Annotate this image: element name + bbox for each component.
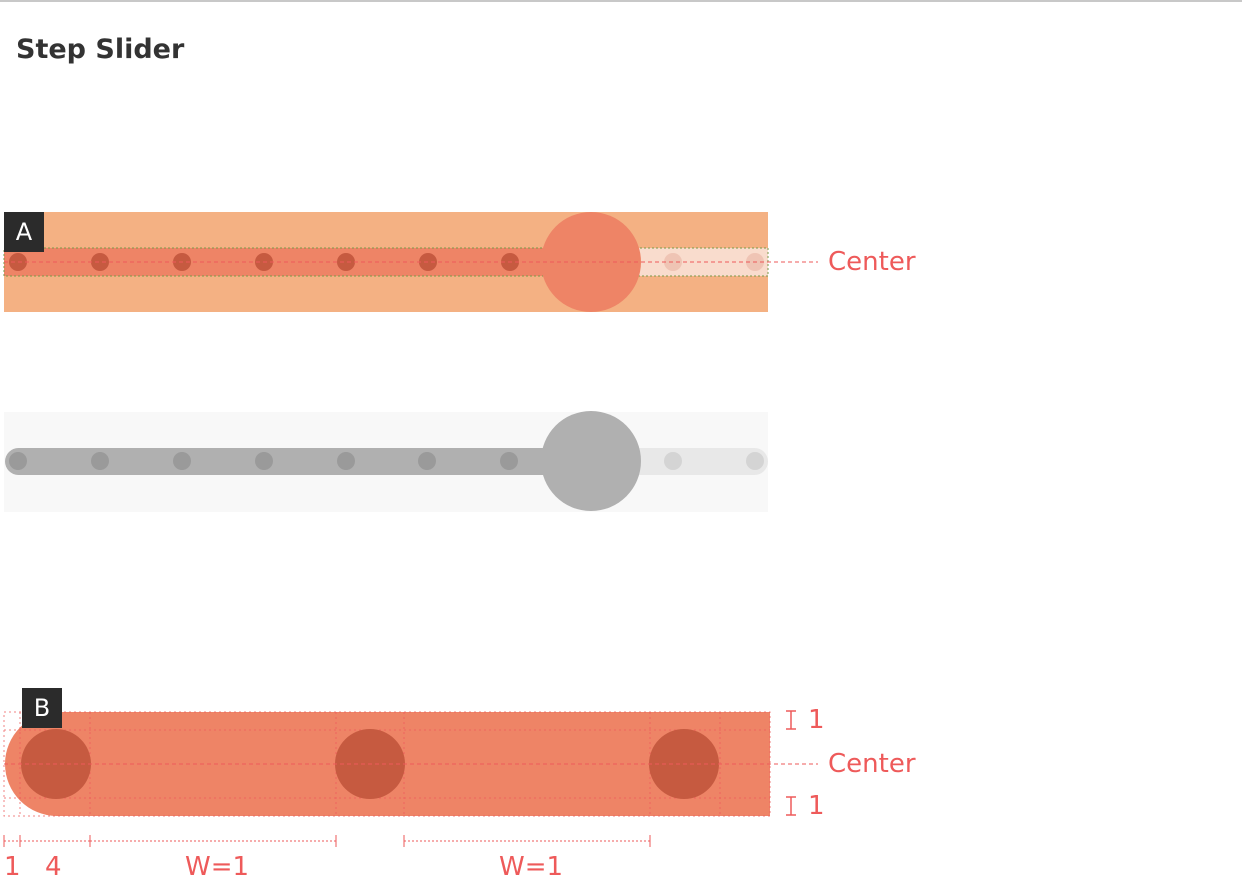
step-dot <box>500 452 518 470</box>
top-margin-label: 1 <box>808 705 825 735</box>
step-dot <box>418 452 436 470</box>
step-dot <box>255 452 273 470</box>
step-dot <box>337 452 355 470</box>
step-dot <box>664 452 682 470</box>
page-title: Step Slider <box>16 34 185 65</box>
spec-a-thumb <box>541 212 641 312</box>
step-dot <box>91 452 109 470</box>
width-measurements <box>3 835 651 847</box>
step-dot <box>173 452 191 470</box>
top-divider <box>0 0 1242 2</box>
dot-width-label: 4 <box>45 852 62 882</box>
gap-width-label-2: W=1 <box>499 852 564 882</box>
margin-markers <box>786 710 796 816</box>
gap-width-label-1: W=1 <box>185 852 250 882</box>
section-b-detail <box>3 710 818 847</box>
preview-step-dots <box>9 452 764 470</box>
step-dot <box>746 452 764 470</box>
center-label-a: Center <box>828 247 916 277</box>
preview-thumb <box>541 411 641 511</box>
section-a-badge: A <box>4 212 44 252</box>
edge-width-label: 1 <box>4 852 21 882</box>
preview-slider <box>4 411 768 512</box>
step-dot <box>9 452 27 470</box>
step-dot <box>337 253 355 271</box>
step-dot <box>91 253 109 271</box>
preview-active-track <box>5 448 591 475</box>
center-label-b: Center <box>828 749 916 779</box>
section-b-badge: B <box>22 688 62 728</box>
bottom-margin-label: 1 <box>808 791 825 821</box>
section-a-spec <box>3 212 818 312</box>
